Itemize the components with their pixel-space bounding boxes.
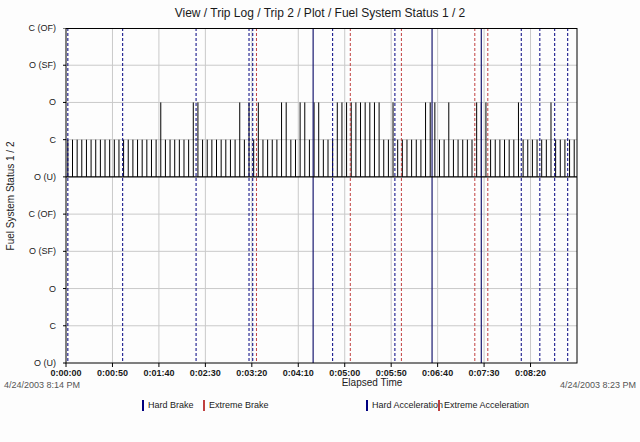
- legend-label: Hard Acceleration: [372, 400, 443, 410]
- x-axis-title: Elapsed Time: [322, 377, 422, 388]
- y-axis-label: C: [0, 135, 56, 146]
- end-timestamp: 4/24/2003 8:23 PM: [560, 380, 636, 390]
- y-axis-label: O (SF): [0, 246, 56, 257]
- extreme-acceleration-line-icon: [438, 400, 440, 411]
- plot-border: [66, 29, 577, 364]
- plot-window: View / Trip Log / Trip 2 / Plot / Fuel S…: [0, 0, 640, 442]
- y-axis-label: O: [0, 284, 56, 295]
- legend-label: Extreme Brake: [209, 400, 269, 410]
- page-title: View / Trip Log / Trip 2 / Plot / Fuel S…: [0, 6, 640, 20]
- legend-item-hard-brake: Hard Brake: [142, 399, 194, 411]
- legend-label: Extreme Acceleration: [444, 400, 529, 410]
- legend-item-extreme-acceleration: Extreme Acceleration: [438, 399, 529, 411]
- y-axis-label: O (SF): [0, 60, 56, 71]
- legend-item-extreme-brake: Extreme Brake: [203, 399, 269, 411]
- y-axis-label: C: [0, 321, 56, 332]
- extreme-brake-line-icon: [203, 400, 205, 411]
- hard-acceleration-line-icon: [366, 400, 368, 411]
- y-axis-label: O (U): [0, 172, 56, 183]
- start-timestamp: 4/24/2003 8:14 PM: [4, 380, 80, 390]
- plot-area[interactable]: [60, 28, 581, 369]
- legend-label: Hard Brake: [148, 400, 194, 410]
- y-axis-label: C (OF): [0, 209, 56, 220]
- hard-brake-line-icon: [142, 400, 144, 411]
- y-axis-label: C (OF): [0, 23, 56, 34]
- y-axis-title: Fuel System Status 1 / 2: [5, 142, 16, 251]
- legend-item-hard-acceleration: Hard Acceleration: [366, 399, 443, 411]
- y-axis-label: O: [0, 97, 56, 108]
- x-axis-label: 0:08:20: [501, 368, 561, 378]
